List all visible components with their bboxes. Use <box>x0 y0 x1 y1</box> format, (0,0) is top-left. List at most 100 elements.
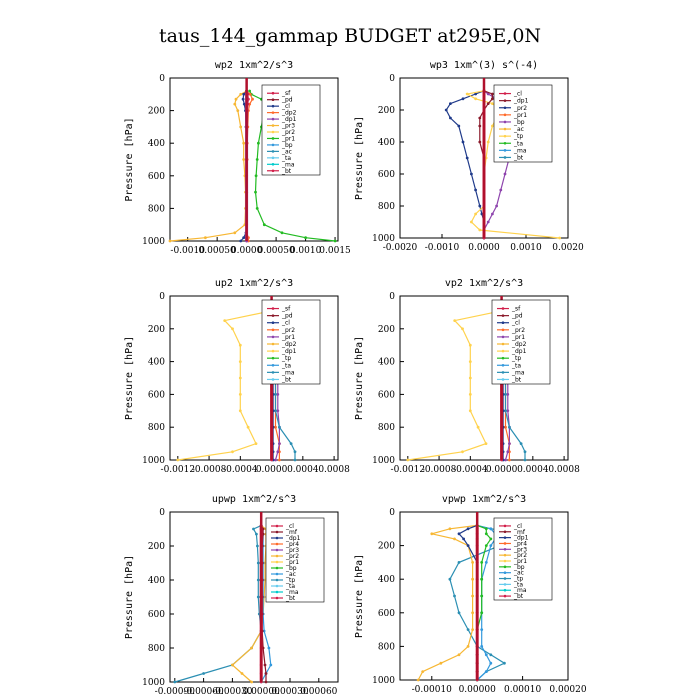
y-tick-label: 1000 <box>142 237 165 247</box>
series-line <box>417 524 478 681</box>
legend-label: _pr2 <box>281 129 295 136</box>
legend-label: _dp1 <box>281 116 297 123</box>
legend-label: _ta <box>511 362 521 369</box>
data-point <box>173 680 177 684</box>
data-point <box>508 425 511 429</box>
x-tick-label: -0.00030 <box>212 687 253 697</box>
data-point <box>461 450 464 454</box>
data-point <box>238 360 242 363</box>
chart-panel: wp3 1xm^(3) s^(-4) Pressure [hPa] 0 200 400 6… <box>354 60 584 253</box>
x-tick-label: 0.00030 <box>271 687 308 697</box>
data-point <box>449 116 452 120</box>
x-tick-label: 0.0010 <box>290 246 322 256</box>
data-point <box>238 393 242 396</box>
data-point <box>506 450 510 454</box>
data-point <box>233 231 237 235</box>
data-point <box>256 561 260 565</box>
y-axis-label: Pressure [hPa] <box>354 554 365 638</box>
legend-label: _mf <box>513 529 526 536</box>
legend-label: _mf <box>285 529 298 536</box>
legend-marker <box>503 571 507 574</box>
series-line <box>445 90 485 238</box>
legend-marker <box>501 321 505 325</box>
chart-panel: up2 1xm^2/s^3 Pressure [hPa] 0 200 400 600 800… <box>124 278 350 475</box>
x-tick-label: 0.00060 <box>300 687 337 697</box>
data-point <box>242 236 246 240</box>
data-point <box>444 108 448 112</box>
legend-label: _dp2 <box>511 341 527 348</box>
data-point <box>468 376 472 380</box>
data-point <box>489 527 493 531</box>
data-point <box>478 124 482 128</box>
data-point <box>333 239 337 243</box>
legend-marker <box>271 378 275 381</box>
legend-marker <box>501 378 505 381</box>
legend-label: _sf <box>281 306 291 313</box>
legend-label: _tp <box>513 133 523 140</box>
y-tick-label: 200 <box>378 325 395 335</box>
data-point <box>486 102 490 105</box>
data-point <box>255 532 258 536</box>
data-point <box>480 628 484 631</box>
data-point <box>478 228 482 232</box>
x-tick-label: 0.0004 <box>517 465 549 475</box>
plot-frame <box>399 295 569 461</box>
legend-label: _pr2 <box>513 105 527 112</box>
legend-label: _pr1 <box>281 334 295 341</box>
legend-label: _bp <box>285 565 297 572</box>
data-point <box>484 527 488 531</box>
y-tick-label: 600 <box>148 390 165 400</box>
legend-marker <box>501 349 505 353</box>
x-tick-label: 0.0008 <box>318 465 350 475</box>
y-tick-label: 400 <box>148 139 165 149</box>
legend-marker <box>501 328 505 332</box>
legend-marker <box>271 137 275 140</box>
y-tick-label: 200 <box>378 106 395 116</box>
legend-label: _ac <box>285 571 296 578</box>
legend-label: _ma <box>513 587 527 594</box>
legend-marker <box>503 553 507 557</box>
legend-marker <box>271 335 275 339</box>
y-tick-label: 1000 <box>142 678 165 688</box>
data-point <box>231 450 234 454</box>
data-point <box>239 239 243 243</box>
panel-title: vpwp 1xm^2/s^3 <box>442 494 526 505</box>
legend-marker <box>275 584 279 588</box>
data-point <box>508 458 511 462</box>
y-tick-label: 800 <box>378 423 395 433</box>
legend-marker <box>271 314 275 317</box>
data-point <box>489 653 493 657</box>
data-point <box>256 544 259 548</box>
legend-label: _ta <box>285 583 295 590</box>
data-point <box>250 646 254 650</box>
legend-label: _dp1 <box>513 535 529 542</box>
data-point <box>278 458 281 462</box>
data-point <box>457 611 461 615</box>
data-point <box>264 680 268 684</box>
y-tick-label: 0 <box>389 292 395 302</box>
data-point <box>478 204 482 208</box>
legend-label: _cl <box>285 523 294 530</box>
legend-label: _sf <box>511 306 521 313</box>
data-point <box>486 220 490 224</box>
legend-marker <box>275 566 279 570</box>
y-tick-label: 200 <box>148 542 165 552</box>
legend-marker <box>271 349 275 353</box>
legend-label: _ma <box>281 369 295 376</box>
legend-marker <box>503 588 507 592</box>
legend-marker <box>271 356 275 360</box>
legend-marker <box>275 560 279 564</box>
data-point <box>466 544 470 547</box>
legend-marker <box>503 99 507 102</box>
data-point <box>439 661 443 665</box>
data-point <box>465 92 469 96</box>
legend-marker <box>271 150 275 153</box>
data-point <box>461 140 465 144</box>
data-point <box>240 672 244 675</box>
legend-marker <box>271 169 275 173</box>
x-tick-label: 0.00020 <box>549 685 586 695</box>
legend-box <box>491 299 551 385</box>
data-point <box>280 231 284 235</box>
y-tick-label: 600 <box>378 170 395 180</box>
plot-frame <box>169 295 339 461</box>
